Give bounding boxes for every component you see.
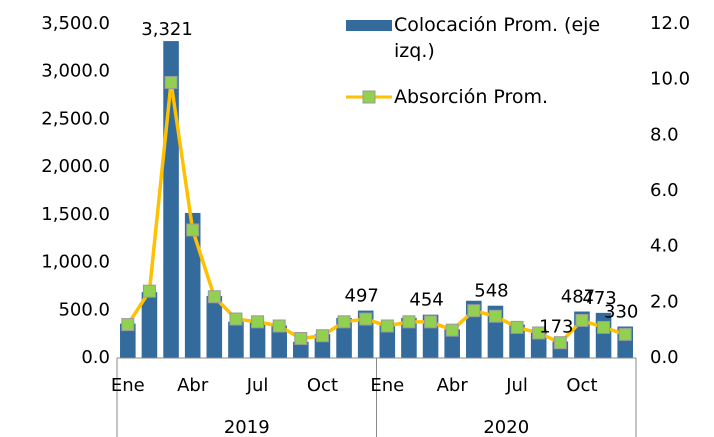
x-tick-label: Jul (246, 375, 269, 396)
y2-tick-label: 8.0 (650, 124, 679, 145)
x-tick-label: Oct (566, 375, 597, 396)
bar (249, 322, 266, 358)
legend-label: Absorción Prom. (394, 86, 549, 108)
line-marker (424, 315, 438, 329)
y-tick-label: 2,000.0 (41, 156, 110, 177)
data-label: 473 (582, 288, 616, 309)
y2-tick-label: 10.0 (650, 69, 690, 90)
legend-item: Absorción Prom. (346, 84, 619, 110)
bar (184, 212, 201, 358)
bar (141, 292, 158, 358)
bar (228, 321, 244, 358)
data-label: 173 (539, 316, 573, 337)
x-tick-label: Oct (307, 375, 338, 396)
y-tick-label: 0.0 (81, 347, 110, 368)
x-tick-label: Ene (111, 375, 145, 396)
line-marker (186, 223, 200, 237)
y-tick-label: 500.0 (58, 299, 110, 320)
y-tick-label: 2,500.0 (41, 108, 110, 129)
line-marker (207, 290, 221, 304)
y2-tick-label: 12.0 (650, 13, 690, 34)
legend-marker (362, 90, 376, 104)
line-marker (445, 323, 459, 337)
bar (206, 295, 223, 358)
line-marker (337, 315, 351, 329)
bar (120, 323, 136, 358)
y-tick-label: 1,500.0 (41, 204, 110, 225)
line-marker (294, 332, 308, 346)
line-marker (402, 315, 416, 329)
y-tick-label: 3,000.0 (41, 61, 110, 82)
y2-tick-label: 4.0 (650, 236, 679, 257)
legend: Colocación Prom. (eje izq.) Absorción Pr… (346, 12, 619, 110)
line-marker (315, 329, 329, 343)
data-label: 3,321 (141, 19, 193, 40)
group-label: 2020 (483, 417, 529, 437)
x-tick-label: Jul (505, 375, 528, 396)
legend-label: Colocación Prom. (eje izq.) (394, 14, 601, 62)
y2-tick-label: 0.0 (650, 347, 679, 368)
line-marker (380, 319, 394, 333)
data-label: 454 (409, 290, 443, 311)
data-label: 497 (345, 286, 379, 307)
bar (271, 325, 287, 358)
line-marker (575, 313, 589, 327)
group-label: 2019 (224, 417, 270, 437)
x-tick-label: Abr (437, 375, 469, 396)
legend-swatch (346, 90, 392, 104)
bar (293, 341, 309, 358)
y-tick-label: 3,500.0 (41, 13, 110, 34)
line-marker (142, 284, 156, 298)
y2-tick-label: 2.0 (650, 291, 679, 312)
line-marker (121, 318, 135, 332)
legend-item: Colocación Prom. (eje izq.) (346, 12, 619, 64)
data-label: 548 (474, 281, 508, 302)
line-marker (467, 304, 481, 318)
data-label: 330 (604, 302, 638, 323)
line-marker (488, 309, 502, 323)
line-marker (229, 312, 243, 326)
line-marker (359, 312, 373, 326)
line-marker (272, 319, 286, 333)
line-marker (164, 75, 178, 89)
line-marker (251, 315, 265, 329)
legend-swatch (346, 20, 392, 31)
data-label: 487 (561, 287, 595, 308)
line-marker (510, 320, 524, 334)
line-marker (597, 320, 611, 334)
y2-tick-label: 6.0 (650, 180, 679, 201)
x-tick-label: Ene (370, 375, 404, 396)
x-tick-label: Abr (177, 375, 209, 396)
line-marker (553, 336, 567, 350)
line-marker (532, 326, 546, 340)
line-marker (618, 327, 632, 341)
y-tick-label: 1,000.0 (41, 252, 110, 273)
